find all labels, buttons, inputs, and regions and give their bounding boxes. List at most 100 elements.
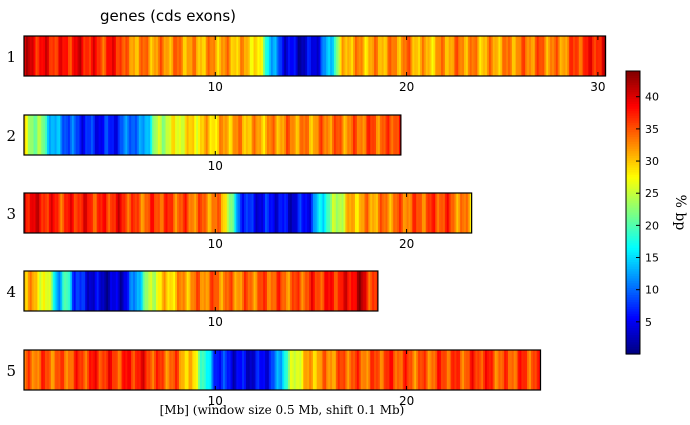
heatmap-cell bbox=[98, 36, 102, 76]
x-tick-label: 20 bbox=[399, 237, 414, 251]
heatmap-cell bbox=[58, 350, 61, 390]
heatmap-cell bbox=[224, 36, 228, 76]
heatmap-cell bbox=[414, 350, 417, 390]
heatmap-cell bbox=[152, 271, 155, 311]
heatmap-cell bbox=[96, 350, 100, 390]
heatmap-cell bbox=[35, 193, 38, 233]
heatmap-cell bbox=[437, 193, 440, 233]
colorbar-segment bbox=[626, 71, 640, 74]
heatmap-cell bbox=[358, 115, 362, 155]
heatmap-cell bbox=[492, 350, 496, 390]
heatmap-cell bbox=[291, 115, 295, 155]
heatmap-cell bbox=[272, 36, 276, 76]
colorbar-segment bbox=[626, 290, 640, 294]
heatmap-cell bbox=[171, 193, 174, 233]
heatmap-cell bbox=[117, 36, 121, 76]
heatmap-cell bbox=[165, 350, 168, 390]
heatmap-cell bbox=[479, 350, 482, 390]
heatmap-cell bbox=[299, 36, 302, 76]
heatmap-cell bbox=[353, 271, 356, 311]
colorbar-segment bbox=[626, 214, 640, 218]
heatmap-cell bbox=[46, 350, 50, 390]
heatmap-cell bbox=[253, 115, 256, 155]
heatmap-cell bbox=[242, 193, 245, 233]
heatmap-cell bbox=[112, 350, 115, 390]
heatmap-cell bbox=[240, 193, 243, 233]
colorbar-segment bbox=[626, 344, 640, 348]
heatmap-cell bbox=[236, 36, 239, 76]
heatmap-cell bbox=[375, 193, 379, 233]
heatmap-cell bbox=[341, 350, 344, 390]
heatmap-cell bbox=[60, 193, 63, 233]
heatmap-cell bbox=[64, 115, 67, 155]
heatmap-cell bbox=[60, 115, 63, 155]
heatmap-cell bbox=[592, 36, 595, 76]
heatmap-cell bbox=[515, 36, 519, 76]
colorbar-segment bbox=[626, 351, 640, 355]
heatmap-cell bbox=[341, 193, 344, 233]
heatmap-cell bbox=[87, 271, 90, 311]
heatmap-cell bbox=[379, 193, 383, 233]
heatmap-cell bbox=[389, 36, 392, 76]
heatmap-cell bbox=[186, 193, 190, 233]
heatmap-cell bbox=[507, 350, 511, 390]
heatmap-cell bbox=[276, 271, 279, 311]
heatmap-cell bbox=[366, 193, 369, 233]
heatmap-cell bbox=[35, 350, 38, 390]
heatmap-cell bbox=[33, 350, 36, 390]
heatmap-cell bbox=[169, 36, 172, 76]
heatmap-cell bbox=[79, 271, 82, 311]
heatmap-cell bbox=[39, 193, 42, 233]
heatmap-cell bbox=[129, 350, 132, 390]
heatmap-cell bbox=[452, 350, 455, 390]
heatmap-cell bbox=[228, 350, 232, 390]
heatmap-cell bbox=[161, 271, 165, 311]
heatmap-cell bbox=[582, 36, 586, 76]
colorbar-tick-label: 5 bbox=[645, 316, 652, 329]
heatmap-cell bbox=[397, 193, 400, 233]
heatmap-cell bbox=[133, 271, 136, 311]
heatmap-cell bbox=[538, 350, 542, 390]
heatmap-cell bbox=[156, 115, 159, 155]
heatmap-cell bbox=[475, 36, 478, 76]
heatmap-cell bbox=[173, 350, 176, 390]
heatmap-cell bbox=[224, 193, 228, 233]
heatmap-cell bbox=[243, 193, 247, 233]
heatmap-cell bbox=[368, 193, 371, 233]
heatmap-cell bbox=[452, 193, 455, 233]
heatmap-cell bbox=[75, 193, 79, 233]
heatmap-cell bbox=[56, 271, 59, 311]
heatmap-cell bbox=[194, 36, 197, 76]
heatmap-cell bbox=[121, 115, 124, 155]
heatmap-cell bbox=[347, 271, 350, 311]
heatmap-cell bbox=[24, 115, 27, 155]
heatmap-cell bbox=[485, 350, 488, 390]
heatmap-cell bbox=[230, 115, 234, 155]
heatmap-cell bbox=[92, 193, 96, 233]
heatmap-cell bbox=[138, 36, 142, 76]
heatmap-cell bbox=[52, 271, 56, 311]
heatmap-cell bbox=[400, 350, 404, 390]
heatmap-cell bbox=[134, 193, 138, 233]
heatmap-cell bbox=[96, 193, 100, 233]
heatmap-cell bbox=[232, 271, 235, 311]
heatmap-cell bbox=[366, 271, 369, 311]
heatmap-cell bbox=[416, 350, 419, 390]
colorbar-segment bbox=[626, 266, 640, 270]
heatmap-cell bbox=[79, 193, 82, 233]
heatmap-cell bbox=[282, 193, 285, 233]
heatmap-cell bbox=[157, 193, 161, 233]
heatmap-cell bbox=[240, 271, 243, 311]
heatmap-cell bbox=[94, 193, 98, 233]
heatmap-cell bbox=[261, 350, 264, 390]
heatmap-cell bbox=[238, 115, 241, 155]
heatmap-cell bbox=[182, 350, 186, 390]
heatmap-cell bbox=[161, 193, 165, 233]
heatmap-cell bbox=[200, 36, 203, 76]
heatmap-cell bbox=[546, 36, 549, 76]
heatmap-cell bbox=[253, 350, 256, 390]
heatmap-cell bbox=[108, 350, 111, 390]
heatmap-cell bbox=[175, 271, 178, 311]
heatmap-cell bbox=[519, 350, 522, 390]
heatmap-cell bbox=[282, 350, 285, 390]
